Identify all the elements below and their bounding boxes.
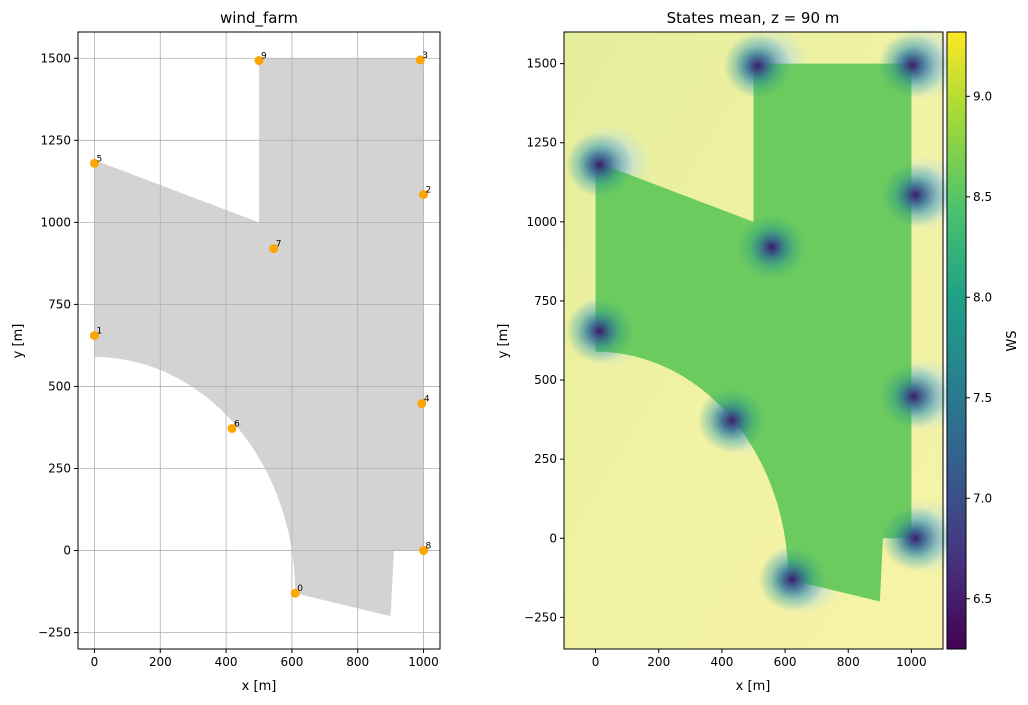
turbine-point [419,546,429,556]
colorbar-tick-label: 7.0 [973,491,992,505]
y-tick-label: 0 [549,531,557,545]
wind-farm-chart: wind_farm 0 1 2 3 4 5 6 7 8 9 0 200 400 600 800 1000 −… [11,9,441,694]
heatmap-farm-area [595,63,912,602]
turbine-wake [723,33,792,98]
chart1-axes-frame [77,31,441,650]
x-tick-label: 400 [710,655,733,669]
colorbar-tick-label: 9.0 [973,89,992,103]
turbine-point [290,588,300,598]
y-tick-label: 1250 [526,136,557,150]
y-tick-label: 250 [48,461,71,475]
y-tick-label: 1000 [40,215,71,229]
chart2-x-ticks: 0 200 400 600 800 1000 [592,649,927,669]
turbine-label: 6 [234,419,240,429]
y-tick-label: 1500 [526,57,557,71]
turbine-label: 3 [422,51,428,61]
chart1-x-label: x [m] [242,679,277,694]
turbine-wakes [565,33,950,612]
turbine-wake [565,132,634,197]
colorbar [946,31,967,650]
chart1-x-ticks: 0 200 400 600 800 1000 [91,649,439,669]
colorbar-tick-label: 7.5 [973,391,992,405]
turbine-label: 9 [261,52,267,62]
turbine-label: 7 [276,240,282,250]
y-tick-label: 1250 [40,133,71,147]
turbine-points: 0 1 2 3 4 5 6 7 8 9 [89,51,432,598]
farm-area-polygon [94,58,424,617]
x-tick-label: 1000 [896,655,927,669]
chart1-title: wind_farm [220,9,298,28]
y-tick-label: 0 [63,544,71,558]
turbine-wake [879,364,948,429]
turbine-wake [737,215,806,280]
turbine-wake [881,506,950,571]
colorbar-tick-label: 6.5 [973,592,992,606]
turbine-point [89,158,99,168]
x-tick-label: 400 [215,655,238,669]
x-tick-label: 200 [647,655,670,669]
x-tick-label: 600 [774,655,797,669]
turbine-label: 0 [297,584,303,594]
x-tick-label: 0 [91,655,99,669]
turbine-point [415,55,425,65]
y-tick-label: 1500 [40,51,71,65]
y-tick-label: 1000 [526,215,557,229]
turbine-point [89,331,99,341]
y-tick-label: −250 [38,626,71,640]
y-tick-label: 250 [534,452,557,466]
y-tick-label: −250 [524,610,557,624]
x-tick-label: 800 [837,655,860,669]
turbine-point [269,244,279,254]
turbine-label: 1 [96,327,102,337]
x-tick-label: 600 [280,655,303,669]
x-tick-label: 0 [592,655,600,669]
farm-area [94,58,424,617]
x-tick-label: 200 [149,655,172,669]
turbine-wake [758,547,827,612]
turbine-label: 2 [426,185,432,195]
y-tick-label: 750 [48,297,71,311]
colorbar-label: WS [1005,330,1020,351]
wind-speed-chart: States mean, z = 90 m 0 200 400 600 800 1000 … [496,9,1020,694]
turbine-wake [878,33,947,98]
turbine-label: 4 [424,395,430,405]
turbine-label: 5 [96,154,102,164]
x-tick-label: 800 [346,655,369,669]
chart2-x-label: x [m] [736,679,771,694]
chart2-title: States mean, z = 90 m [667,9,840,27]
y-tick-label: 500 [534,373,557,387]
chart2-axes-frame [563,31,944,650]
chart2-y-label: y [m] [496,324,511,359]
turbine-wake [697,388,766,453]
turbine-wake [565,299,634,364]
chart2-y-ticks: −250 0 250 500 750 1000 1250 1500 [524,57,564,624]
turbine-point [227,423,237,433]
chart1-y-ticks: −250 0 250 500 750 1000 1250 1500 [38,51,78,640]
y-tick-label: 500 [48,379,71,393]
turbine-wake [881,162,950,227]
colorbar-ticks: 6.5 7.0 7.5 8.0 8.5 9.0 [966,89,992,606]
x-tick-label: 1000 [408,655,439,669]
chart1-y-label: y [m] [11,324,26,359]
turbine-point [417,399,427,409]
colorbar-tick-label: 8.5 [973,190,992,204]
colorbar-tick-label: 8.0 [973,290,992,304]
turbine-point [419,189,429,199]
turbine-point [254,56,264,66]
turbine-label: 8 [426,542,432,552]
y-tick-label: 750 [534,294,557,308]
